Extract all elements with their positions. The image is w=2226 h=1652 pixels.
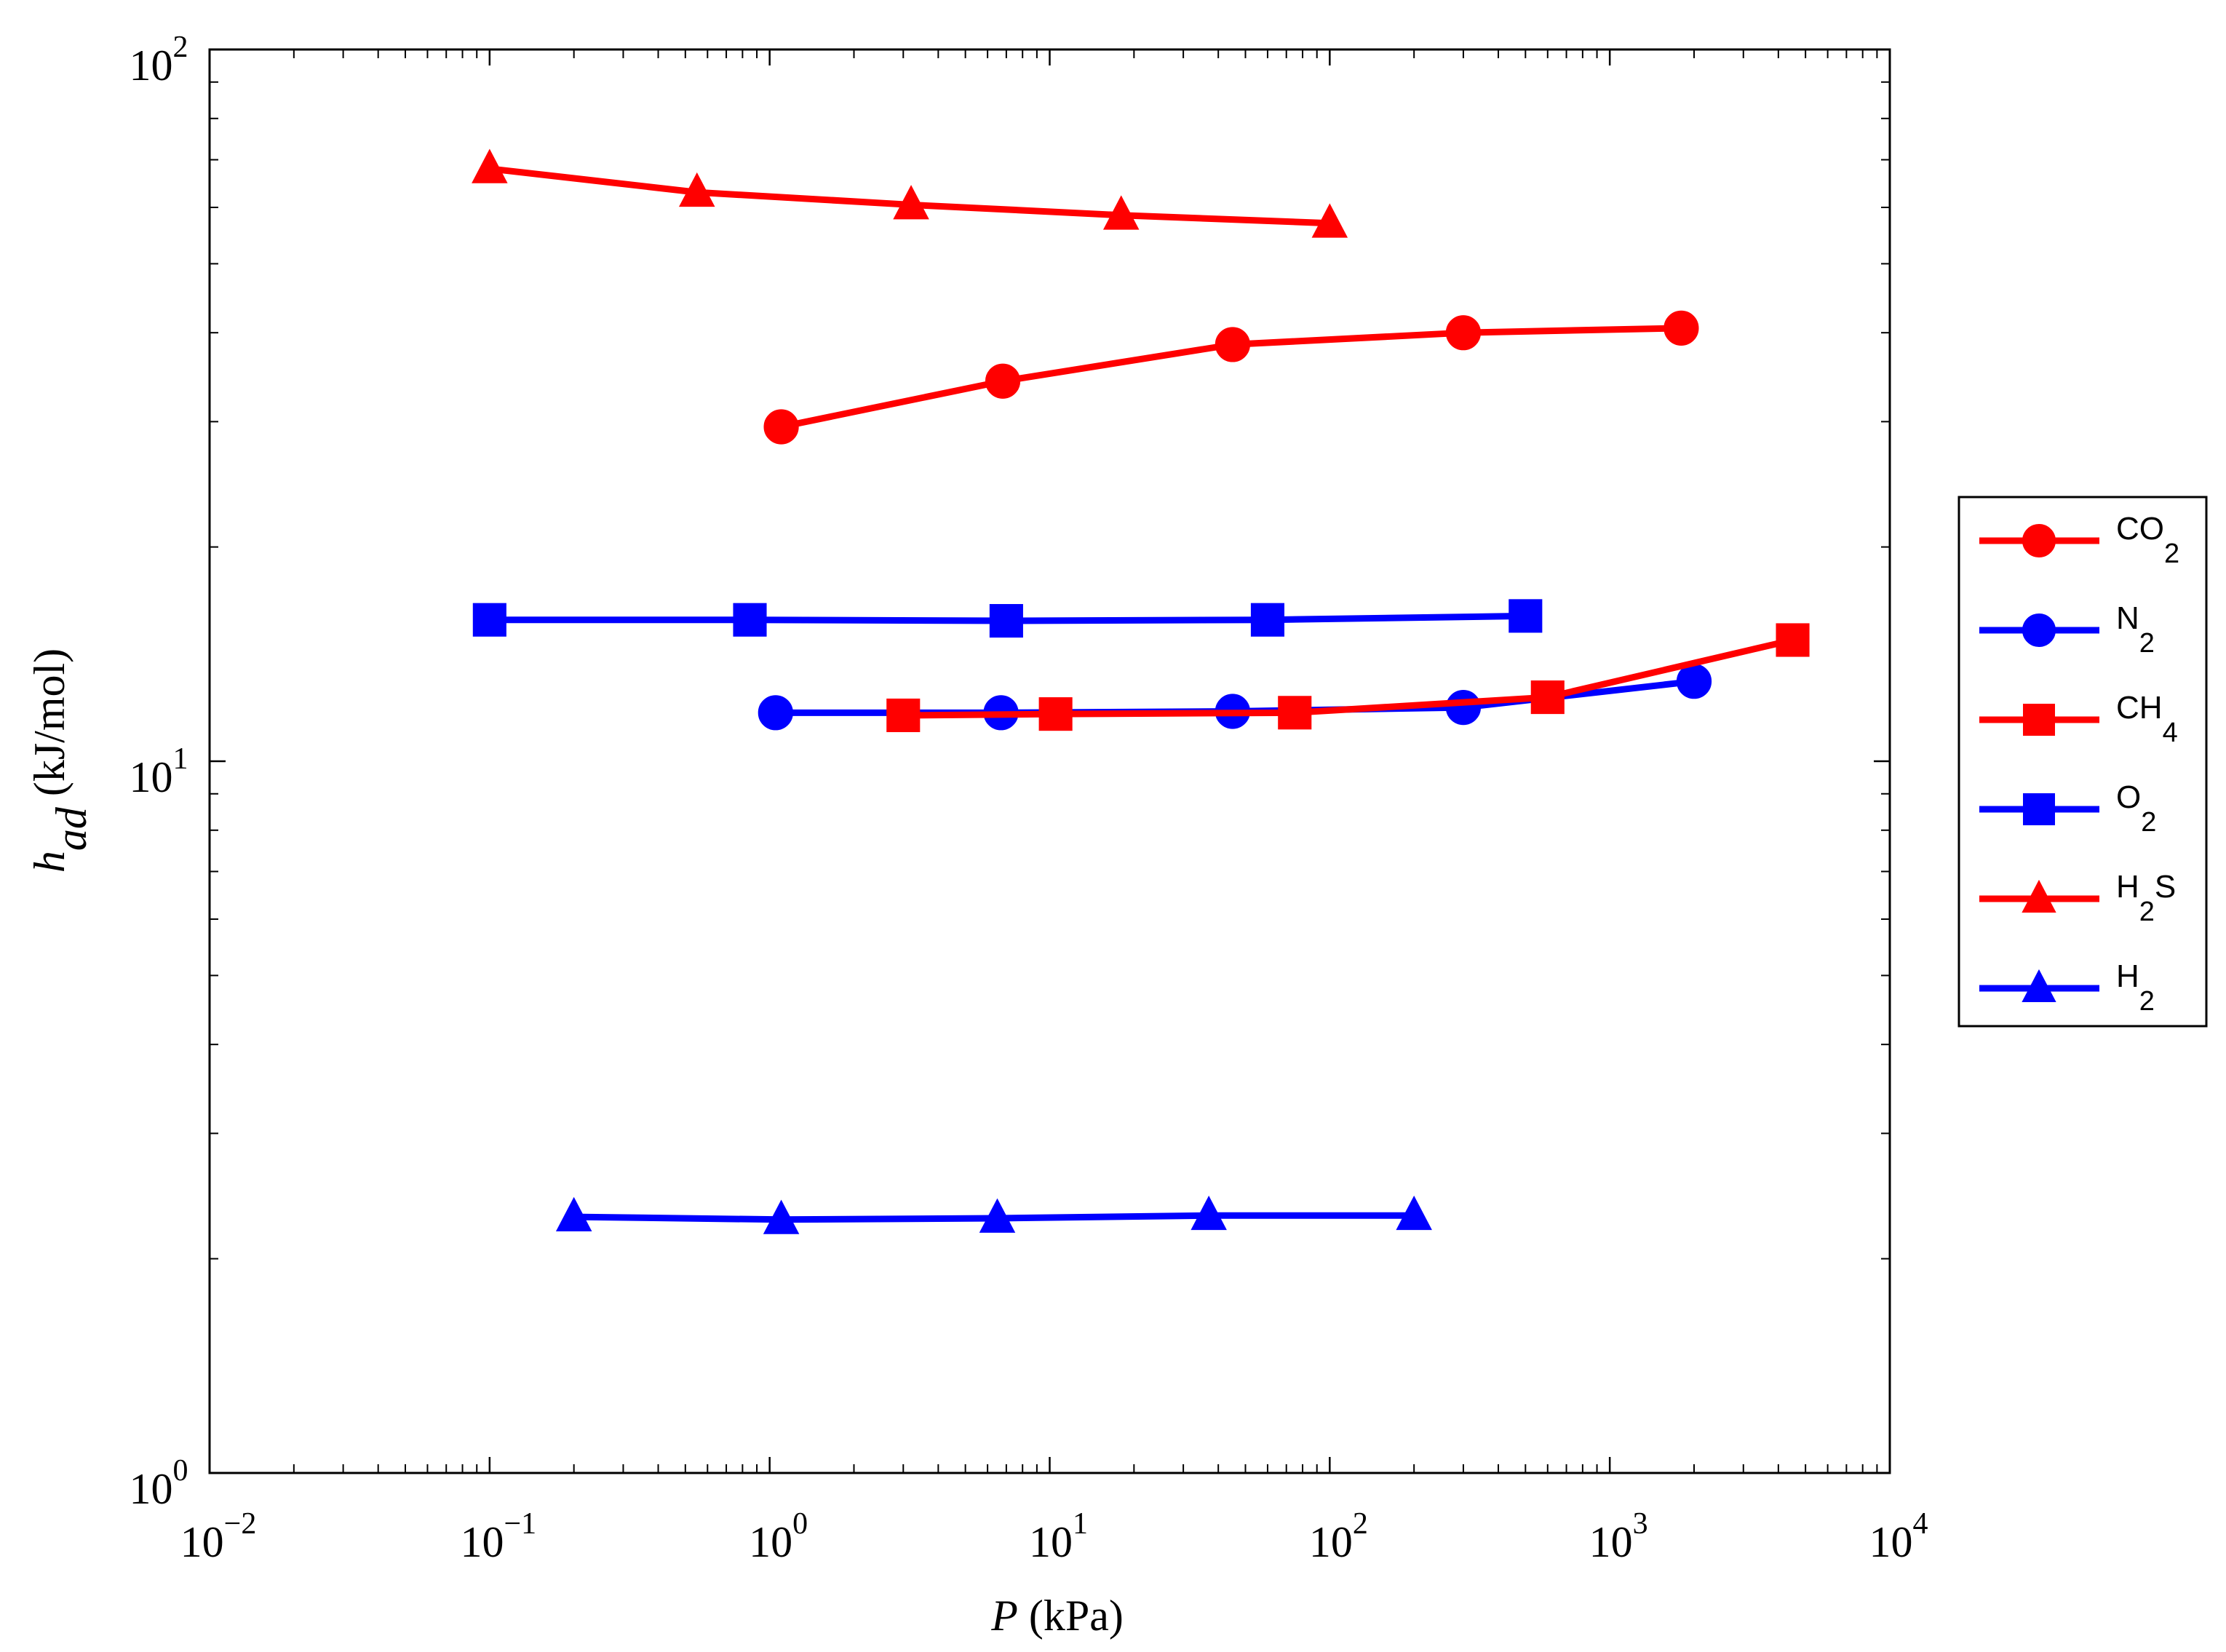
series-0 <box>763 310 1699 445</box>
legend-label: N2 <box>2116 600 2155 659</box>
x-tick-label: 101 <box>1029 1507 1088 1566</box>
data-point <box>1508 599 1543 633</box>
legend-label: CH4 <box>2116 690 2178 748</box>
legend-label: O2 <box>2116 779 2156 838</box>
plot-axes <box>208 48 1891 1474</box>
legend-marker <box>2022 524 2056 557</box>
x-tick-label: 104 <box>1869 1507 1928 1566</box>
legend-label: H2 <box>2116 958 2155 1017</box>
legend: CO2 N2 CH4 O2 H2S H2 <box>1957 496 2208 1028</box>
data-point <box>979 1198 1016 1233</box>
data-point <box>989 604 1023 638</box>
data-point <box>1102 195 1140 230</box>
legend-entry: CO2 <box>1979 511 2179 569</box>
legend-box <box>1957 496 2208 1028</box>
data-point <box>763 409 799 445</box>
series-5 <box>555 1195 1432 1234</box>
axis-labels: P (kPa) had (kJ/mol) <box>25 648 1124 1640</box>
data-point <box>758 695 793 731</box>
data-point <box>1776 623 1810 657</box>
data-point <box>733 603 767 637</box>
y-axis-label: had (kJ/mol) <box>25 648 95 873</box>
data-point <box>472 148 508 183</box>
x-tick-label: 10−1 <box>460 1507 536 1566</box>
tick-labels: 10−2 10−1 100 101 102 103 104 100 101 102 <box>130 31 1928 1566</box>
legend-marker <box>2022 613 2056 647</box>
data-point <box>1530 680 1565 715</box>
x-axis-label: P (kPa) <box>990 1592 1124 1640</box>
data-point <box>1676 664 1712 699</box>
data-point <box>886 698 921 733</box>
plot-frame <box>208 48 1891 1474</box>
y-tick-label: 101 <box>130 742 188 801</box>
y-tick-label: 102 <box>130 31 188 90</box>
x-tick-label: 102 <box>1309 1507 1368 1566</box>
data-point <box>1396 1195 1432 1231</box>
y-tick-label: 100 <box>130 1454 188 1513</box>
x-tick-label: 10−2 <box>180 1507 257 1566</box>
data-point <box>985 363 1021 399</box>
legend-marker <box>2023 793 2055 825</box>
legend-entry: H2 <box>1979 958 2155 1017</box>
series-4 <box>472 148 1348 238</box>
data-point <box>472 603 506 637</box>
legend-marker <box>2022 969 2056 1002</box>
legend-marker <box>2023 704 2055 736</box>
data-point <box>1190 1195 1227 1231</box>
data-point <box>1445 690 1482 726</box>
legend-label: H2S <box>2116 869 2176 927</box>
legend-marker <box>2022 879 2056 913</box>
data-point <box>1445 315 1482 351</box>
legend-entry: N2 <box>1979 600 2155 659</box>
data-point <box>763 1199 800 1234</box>
data-point <box>678 172 715 207</box>
series-2 <box>886 623 1810 733</box>
data-point <box>1038 697 1073 731</box>
data-point <box>1278 696 1312 730</box>
data-point <box>555 1196 592 1231</box>
legend-label: CO2 <box>2116 511 2179 569</box>
data-point <box>1215 327 1250 362</box>
x-tick-label: 100 <box>749 1507 808 1566</box>
data-point <box>893 185 929 220</box>
data-point <box>1663 310 1699 346</box>
x-tick-label: 103 <box>1589 1507 1648 1566</box>
series-3 <box>472 599 1543 638</box>
legend-entry: CH4 <box>1979 690 2178 748</box>
legend-entry: O2 <box>1979 779 2156 838</box>
legend-entry: H2S <box>1979 869 2176 927</box>
data-point <box>1311 203 1348 238</box>
series-line <box>903 637 1794 719</box>
series-layer <box>472 148 1810 1234</box>
data-point <box>1250 603 1285 637</box>
